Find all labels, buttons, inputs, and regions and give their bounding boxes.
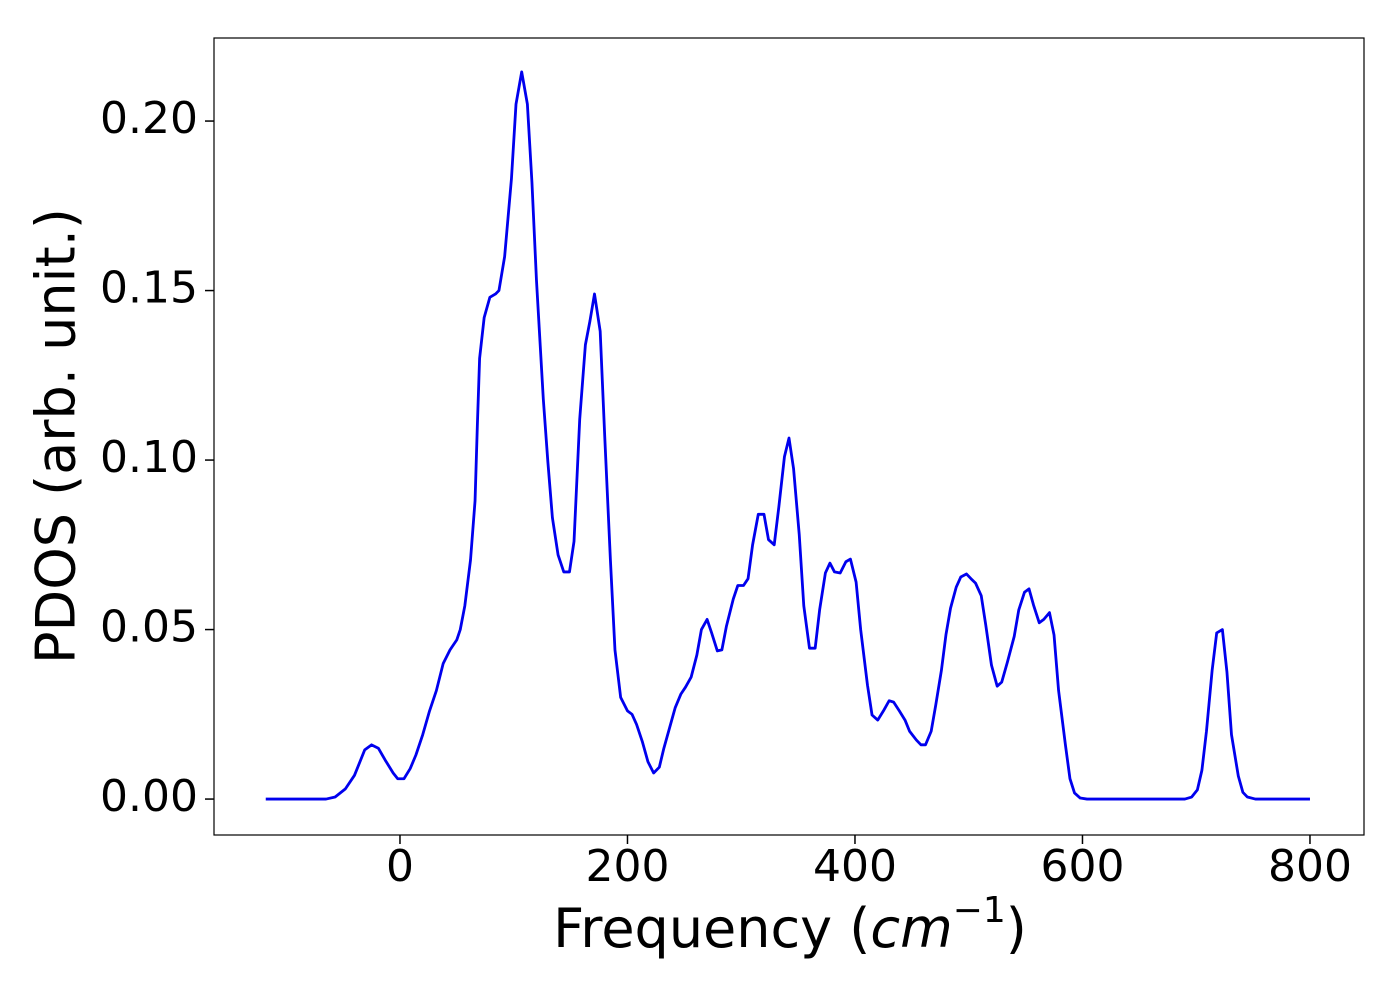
x-label-unit: cm: [870, 897, 952, 960]
y-tick-label: 0.20: [100, 93, 198, 144]
y-tick-label: 0.10: [100, 432, 198, 483]
x-tick-label: 800: [1268, 841, 1352, 892]
plot-frame: [213, 37, 1365, 836]
y-tick-label: 0.05: [100, 602, 198, 653]
x-tick-label: 200: [585, 841, 669, 892]
x-label-exponent: −1: [953, 890, 1006, 931]
y-tick-label: 0.00: [100, 771, 198, 822]
line-series: [265, 70, 1310, 801]
x-axis-label: Frequency (cm−1): [553, 890, 1027, 960]
x-label-text: Frequency (: [553, 897, 870, 960]
x-label-close: ): [1006, 897, 1027, 960]
x-tick-label: 600: [1040, 841, 1124, 892]
y-axis-label: PDOS (arb. unit.): [25, 208, 88, 664]
x-tick-label: 400: [813, 841, 897, 892]
y-tick-label: 0.15: [100, 263, 198, 314]
x-tick-label: 0: [386, 841, 414, 892]
